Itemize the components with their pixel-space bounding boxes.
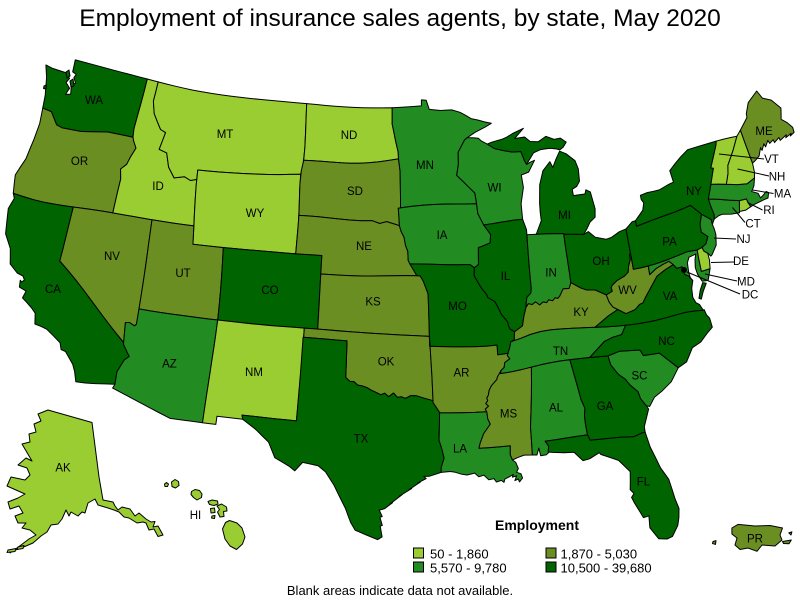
svg-text:CA: CA (45, 284, 61, 296)
svg-text:SD: SD (347, 186, 363, 198)
svg-text:Employment of insurance sales: Employment of insurance sales agents, by… (79, 5, 720, 32)
svg-text:NY: NY (686, 186, 702, 198)
svg-text:IN: IN (545, 268, 557, 280)
svg-text:KS: KS (365, 297, 381, 309)
svg-text:FL: FL (637, 477, 651, 489)
svg-text:VA: VA (663, 291, 678, 303)
svg-text:5,570 - 9,780: 5,570 - 9,780 (430, 561, 507, 576)
svg-text:GA: GA (597, 401, 614, 413)
svg-text:NJ: NJ (736, 234, 750, 246)
svg-text:SC: SC (632, 371, 648, 383)
svg-text:NC: NC (658, 336, 675, 348)
svg-text:MD: MD (737, 277, 755, 289)
svg-text:WY: WY (246, 208, 265, 220)
svg-text:CT: CT (745, 219, 760, 231)
svg-text:NV: NV (104, 251, 120, 263)
svg-text:RI: RI (763, 205, 775, 217)
svg-text:HI: HI (190, 510, 202, 522)
svg-text:NH: NH (769, 172, 786, 184)
svg-text:DC: DC (742, 290, 759, 302)
svg-text:MA: MA (774, 189, 792, 201)
svg-text:CO: CO (261, 285, 278, 297)
svg-text:TN: TN (553, 346, 568, 358)
svg-text:1,870 - 5,030: 1,870 - 5,030 (561, 547, 638, 562)
svg-text:UT: UT (175, 268, 190, 280)
svg-text:IL: IL (501, 271, 511, 283)
svg-text:IA: IA (437, 230, 448, 242)
svg-text:LA: LA (453, 444, 467, 456)
svg-text:AK: AK (55, 463, 71, 475)
svg-text:MT: MT (217, 129, 234, 141)
svg-text:MO: MO (448, 301, 467, 313)
svg-text:TX: TX (354, 434, 369, 446)
svg-text:Employment: Employment (495, 517, 579, 533)
svg-text:NE: NE (356, 241, 372, 253)
svg-text:PR: PR (747, 534, 763, 546)
svg-text:ND: ND (341, 130, 358, 142)
svg-text:OH: OH (592, 256, 609, 268)
svg-text:PA: PA (662, 237, 677, 249)
svg-text:MN: MN (416, 160, 434, 172)
svg-text:AZ: AZ (162, 359, 177, 371)
svg-text:DE: DE (733, 256, 749, 268)
svg-text:WV: WV (618, 285, 637, 297)
svg-text:ME: ME (755, 126, 773, 138)
svg-text:Blank areas indicate data not: Blank areas indicate data not available. (287, 583, 513, 598)
svg-text:OK: OK (378, 357, 395, 369)
svg-text:OR: OR (71, 156, 88, 168)
svg-text:WA: WA (85, 95, 103, 107)
svg-text:MI: MI (558, 210, 571, 222)
svg-text:AL: AL (549, 403, 564, 415)
svg-text:10,500 - 39,680: 10,500 - 39,680 (561, 561, 652, 576)
svg-text:VT: VT (764, 154, 779, 166)
svg-text:KY: KY (573, 307, 589, 319)
svg-text:ID: ID (152, 181, 164, 193)
svg-text:WI: WI (487, 183, 501, 195)
svg-text:MS: MS (500, 409, 518, 421)
svg-text:NM: NM (245, 367, 263, 379)
svg-text:AR: AR (454, 368, 470, 380)
svg-text:50 - 1,860: 50 - 1,860 (430, 547, 489, 562)
